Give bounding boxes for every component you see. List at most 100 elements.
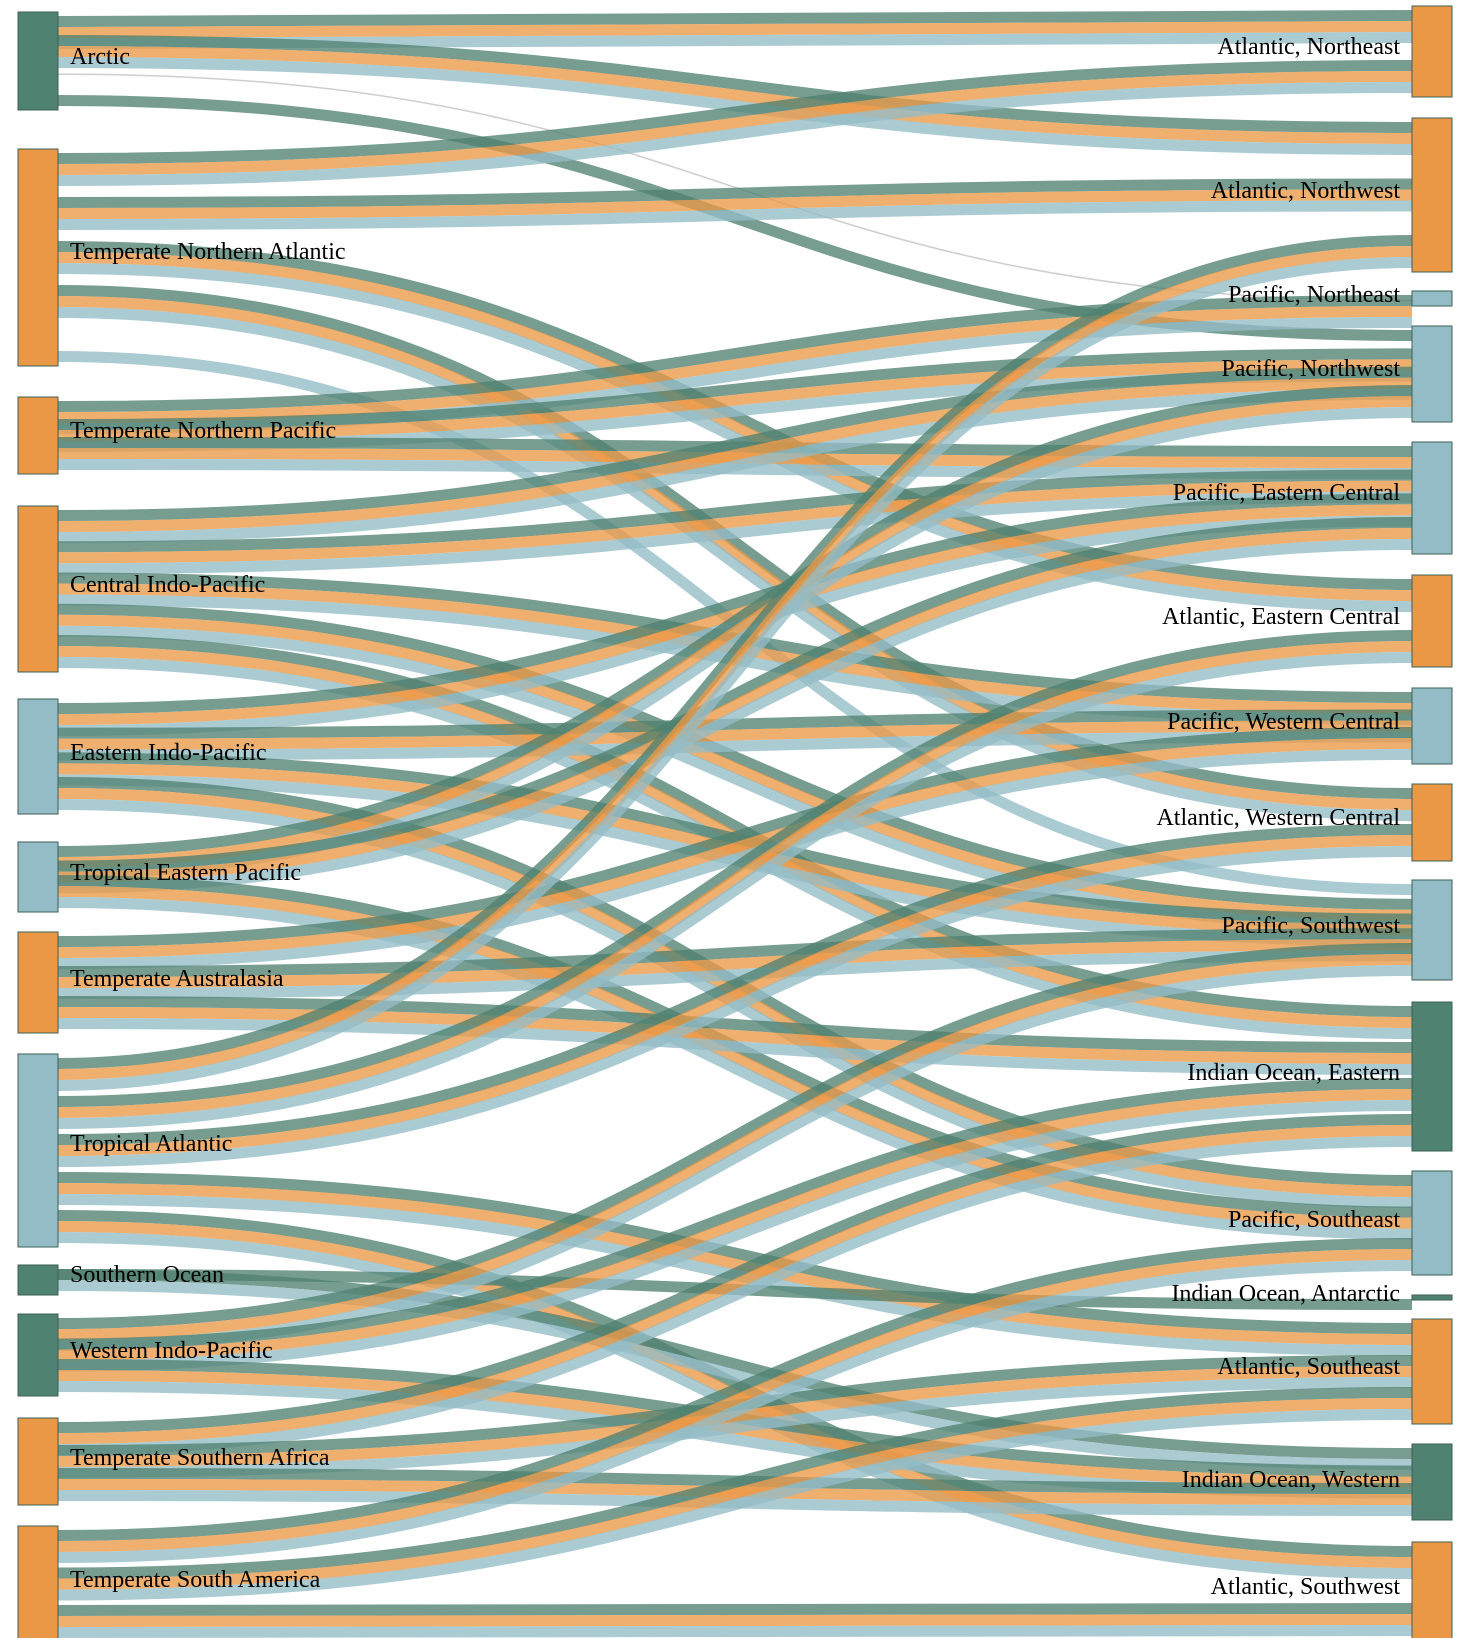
node-aec: [1411, 574, 1453, 668]
flow-band-orange: [57, 1249, 1413, 1552]
flow-band-blue: [57, 749, 1413, 969]
node-arctic: [17, 11, 59, 111]
flow-band-green: [57, 178, 1413, 208]
label-tep: Tropical Eastern Pacific: [70, 860, 301, 886]
flow-band-blue: [57, 1136, 1413, 1455]
flow-band-orange: [57, 359, 1413, 441]
label-ioa: Indian Ocean, Antarctic: [1171, 1281, 1400, 1307]
flow-band-orange: [57, 189, 1413, 219]
node-so: [17, 1264, 59, 1296]
label-iow: Indian Ocean, Western: [1182, 1467, 1400, 1493]
node-wip: [17, 1313, 59, 1397]
flow-band-blue: [57, 307, 1413, 821]
flow-band-orange: [57, 1183, 1413, 1345]
node-cip: [17, 505, 59, 673]
node-ane: [1411, 5, 1453, 98]
node-pwc: [1411, 687, 1453, 765]
flow-band-green: [57, 1387, 1413, 1579]
flow-band-green: [57, 1210, 1413, 1557]
flow-band-green: [57, 385, 1413, 857]
node-pne: [1411, 290, 1453, 307]
label-awc: Atlantic, Western Central: [1156, 805, 1400, 831]
flow-band-green: [57, 603, 1413, 910]
flow-band-orange: [57, 835, 1413, 1156]
flow-band-orange: [57, 71, 1413, 175]
flow-eip-pwc: [57, 709, 1413, 761]
node-tsaf: [17, 1417, 59, 1506]
flow-band-blue: [57, 897, 1413, 1240]
node-tsa: [17, 1525, 59, 1638]
node-psw: [1411, 879, 1453, 981]
label-tsa: Temperate South America: [70, 1567, 321, 1593]
flow-band-green: [57, 928, 1413, 977]
node-asw: [1411, 1541, 1453, 1638]
flow-band-green: [57, 1114, 1413, 1433]
flow-band-blue: [57, 1377, 1413, 1478]
label-so: Southern Ocean: [70, 1262, 224, 1288]
flows-layer: [57, 10, 1413, 1638]
flow-band-green: [57, 235, 1413, 1069]
label-pec: Pacific, Eastern Central: [1173, 480, 1401, 506]
flow-band-green: [57, 493, 1413, 714]
flow-arctic-anw: [57, 35, 1413, 155]
label-pwc: Pacific, Western Central: [1167, 709, 1400, 735]
flow-band-orange: [57, 641, 1413, 1118]
flow-band-blue: [57, 82, 1413, 186]
label-pne: Pacific, Northeast: [1228, 282, 1400, 308]
node-ta: [17, 931, 59, 1034]
flow-ta-psw: [57, 928, 1413, 999]
flow-band-green: [57, 824, 1413, 1145]
flow-band-green: [57, 10, 1413, 27]
node-anw: [1411, 117, 1453, 273]
flow-band-orange: [57, 528, 1413, 883]
flow-band-blue: [57, 257, 1413, 1091]
flow-band-blue: [57, 263, 1413, 612]
label-cip: Central Indo-Pacific: [70, 572, 265, 598]
flow-band-orange: [57, 738, 1413, 958]
flow-band-blue: [57, 1100, 1413, 1372]
label-tsaf: Temperate Southern Africa: [70, 1445, 330, 1471]
flow-tsaf-ioe: [57, 1114, 1413, 1455]
node-pnw: [1411, 325, 1453, 423]
flow-band-orange: [57, 614, 1413, 921]
flow-band-orange: [57, 1125, 1413, 1444]
flow-band-blue: [57, 731, 1413, 761]
flow-band-green: [57, 943, 1413, 1329]
flow-band-orange: [57, 954, 1413, 1340]
node-pec: [1411, 441, 1453, 555]
node-awc: [1411, 783, 1453, 862]
label-eip: Eastern Indo-Pacific: [70, 740, 267, 766]
nodes-layer: [17, 5, 1453, 1638]
flow-cip-pec: [57, 469, 1413, 575]
node-iow: [1411, 1443, 1453, 1521]
flow-band-orange: [57, 21, 1413, 38]
flow-band-green: [57, 1269, 1413, 1459]
flow-band-orange: [57, 296, 1413, 810]
label-tnp: Temperate Northern Pacific: [70, 418, 336, 444]
flow-band-orange: [57, 252, 1413, 601]
flow-band-green: [57, 35, 1413, 133]
flow-ta-pwc: [57, 727, 1413, 969]
flow-band-green: [57, 727, 1413, 947]
flow-band-green: [57, 1078, 1413, 1350]
label-tna: Temperate Northern Atlantic: [70, 239, 346, 265]
flow-band-green: [57, 348, 1413, 430]
flow-band-blue: [57, 1409, 1413, 1601]
flow-band-green: [57, 366, 1413, 521]
node-eip: [17, 698, 59, 815]
node-ioa: [1411, 1294, 1453, 1301]
flow-band-green: [57, 996, 1413, 1053]
flow-band-green: [57, 709, 1413, 739]
flow-band-green: [57, 1238, 1413, 1541]
flow-band-blue: [57, 846, 1413, 1167]
flow-band-orange: [57, 720, 1413, 750]
flow-band-orange: [57, 246, 1413, 1080]
label-wip: Western Indo-Pacific: [70, 1338, 273, 1364]
node-tna: [17, 148, 59, 367]
label-pse: Pacific, Southeast: [1228, 1207, 1400, 1233]
flow-band-blue: [57, 1625, 1413, 1638]
flow-band-orange: [57, 1089, 1413, 1361]
flow-tsa-pse: [57, 1238, 1413, 1563]
flow-tsa-asw: [57, 1603, 1413, 1638]
